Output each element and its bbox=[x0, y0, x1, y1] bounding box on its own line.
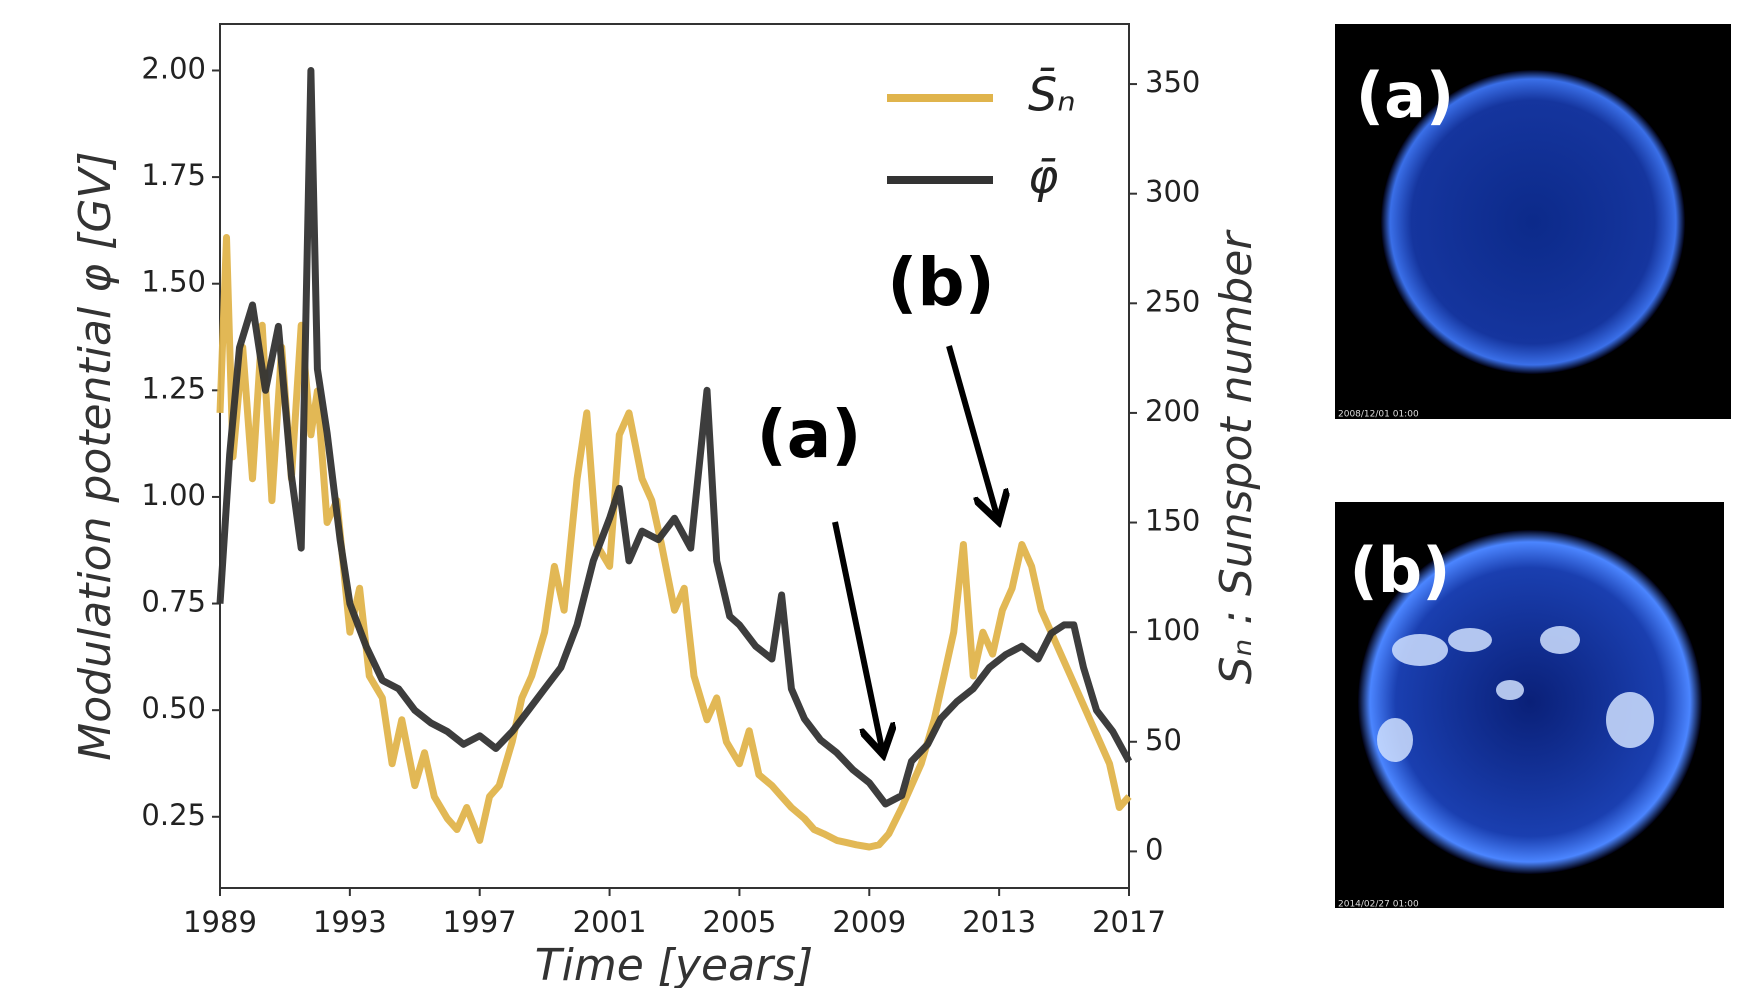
y-tick-label: 2.00 bbox=[141, 51, 206, 85]
y-tick-label: 1.50 bbox=[141, 265, 206, 299]
x-tick-label: 2005 bbox=[703, 905, 777, 939]
y-tick-label: 0.25 bbox=[141, 798, 206, 832]
y-tick-label: 0.75 bbox=[141, 585, 206, 619]
plot-frame bbox=[219, 23, 1130, 889]
sun-disk bbox=[1358, 530, 1702, 874]
x-tick-label: 2001 bbox=[573, 905, 647, 939]
legend-label: S̄ₙ bbox=[1028, 67, 1076, 121]
sun-image: (a) 2008/12/01 01:00 bbox=[1335, 24, 1731, 420]
y2-tick-label: 50 bbox=[1145, 723, 1182, 757]
x-tick-label: 2009 bbox=[832, 905, 906, 939]
y2-tick-label: 100 bbox=[1145, 613, 1200, 647]
x-tick-label: 2013 bbox=[962, 905, 1036, 939]
y-axis-label: Modulation potential φ [GV] bbox=[70, 151, 121, 760]
y2-tick-label: 350 bbox=[1145, 65, 1200, 99]
legend-label: φ̄ bbox=[1028, 150, 1058, 204]
annotation-arrow bbox=[832, 521, 882, 749]
y2-axis-label: Sₙ : Sunspot number bbox=[1211, 229, 1262, 685]
y-tick-label: 0.50 bbox=[141, 691, 206, 725]
image-timestamp: 2008/12/01 01:00 bbox=[1338, 410, 1419, 420]
x-tick-label: 1993 bbox=[313, 905, 387, 939]
x-axis-label: Time [years] bbox=[535, 940, 813, 988]
annotation: (b) bbox=[887, 244, 995, 321]
x-tick-label: 1997 bbox=[443, 905, 517, 939]
x-tick-label: 2017 bbox=[1092, 905, 1166, 939]
y-tick-label: 1.75 bbox=[141, 158, 206, 192]
series-line bbox=[216, 67, 1133, 808]
plot bbox=[219, 23, 1130, 889]
y2-tick-label: 300 bbox=[1145, 175, 1200, 209]
image-label: (b) bbox=[1349, 534, 1450, 607]
active-regions bbox=[1377, 626, 1654, 762]
sun-disk bbox=[1381, 70, 1685, 374]
y2-tick-label: 0 bbox=[1145, 832, 1163, 866]
image-timestamp: 2014/02/27 01:00 bbox=[1338, 900, 1419, 910]
sun-image: (b) 2014/02/27 01:00 bbox=[1335, 502, 1724, 910]
series-line bbox=[216, 234, 1132, 851]
y2-tick-label: 250 bbox=[1145, 284, 1200, 318]
y2-tick-label: 200 bbox=[1145, 394, 1200, 428]
y-tick-label: 1.25 bbox=[141, 371, 206, 405]
y2-tick-label: 150 bbox=[1145, 504, 1200, 538]
image-label: (a) bbox=[1356, 59, 1455, 132]
y-tick-label: 1.00 bbox=[141, 478, 206, 512]
annotation: (a) bbox=[757, 396, 862, 473]
x-tick-label: 1989 bbox=[183, 905, 257, 939]
annotation-arrow bbox=[946, 345, 997, 516]
